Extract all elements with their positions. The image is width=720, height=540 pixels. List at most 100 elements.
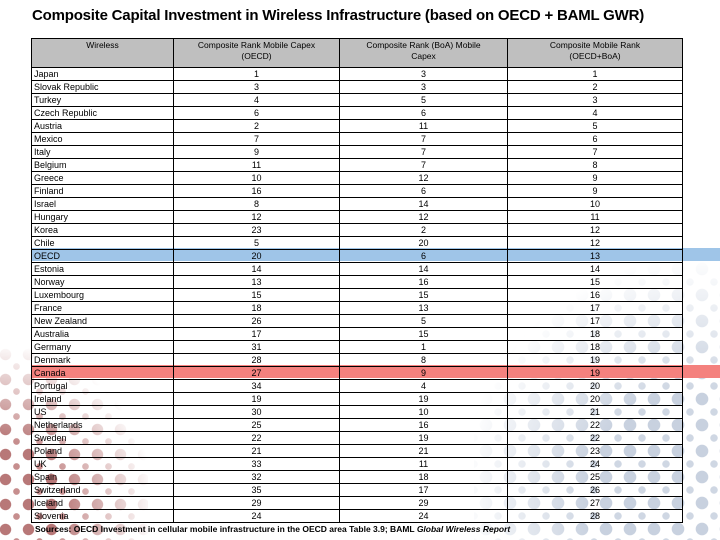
table-header-row: Wireless Composite Rank Mobile Capex (OE…: [32, 39, 682, 67]
rank-cell: 13: [340, 302, 508, 314]
table-row: Iceland 29 29 27: [32, 496, 682, 509]
country-cell: Luxembourg: [32, 289, 174, 301]
country-cell: OECD: [32, 250, 174, 262]
rank-cell: 8: [340, 354, 508, 366]
rank-cell: 5: [592, 121, 598, 131]
rank-cell: 19: [174, 393, 340, 405]
country-cell: Finland: [32, 185, 174, 197]
rank-cell: 5: [340, 315, 508, 327]
rank-cell: 15: [589, 277, 600, 287]
rank-cell: 23: [174, 224, 340, 236]
rank-cell: 6: [340, 250, 508, 262]
rank-cell: 17: [589, 303, 600, 313]
rank-cell: 3: [174, 81, 340, 93]
country-cell: Turkey: [32, 94, 174, 106]
rank-cell: 26: [174, 315, 340, 327]
rank-cell: 30: [174, 406, 340, 418]
rank-cell: 1: [340, 341, 508, 353]
rank-cell: 7: [174, 133, 340, 145]
rank-cell: 12: [340, 211, 508, 223]
country-cell: Slovenia: [32, 510, 174, 522]
country-cell: Portugal: [32, 380, 174, 392]
table-row: Germany 31 1 18: [32, 340, 682, 353]
rank-cell: 6: [340, 185, 508, 197]
table-row: Norway 13 16 15: [32, 275, 682, 288]
table-row: Israel 8 14 10: [32, 197, 682, 210]
column-header-label: Composite Rank (BoA) Mobile Capex: [366, 40, 481, 61]
rank-cell: 31: [174, 341, 340, 353]
table-row: Denmark 28 8 19: [32, 353, 682, 366]
rank-cell: 11: [340, 458, 508, 470]
rank-cell: 18: [174, 302, 340, 314]
rank-cell: 12: [174, 211, 340, 223]
rank-cell: 9: [592, 186, 598, 196]
country-cell: Netherlands: [32, 419, 174, 431]
rank-cell: 16: [340, 419, 508, 431]
rank-cell: 9: [592, 173, 598, 183]
column-header-composite-rank: Composite Mobile Rank (OECD+BoA): [508, 39, 682, 67]
country-cell: Estonia: [32, 263, 174, 275]
rank-cell: 26: [589, 485, 600, 495]
rank-cell: 21: [589, 407, 600, 417]
rank-cell: 15: [340, 328, 508, 340]
table-row: Greece 10 12 9: [32, 171, 682, 184]
table-row: Turkey 4 5 3: [32, 93, 682, 106]
table-row: Belgium 11 7 8: [32, 158, 682, 171]
rank-cell: 32: [174, 471, 340, 483]
ranking-table: Wireless Composite Rank Mobile Capex (OE…: [31, 38, 683, 523]
rank-cell: 14: [589, 264, 600, 274]
rank-cell: 11: [590, 212, 600, 222]
country-cell: Australia: [32, 328, 174, 340]
rank-cell: 8: [592, 160, 598, 170]
rank-cell: 22: [589, 433, 600, 443]
rank-cell: 10: [589, 199, 600, 209]
rank-cell: 27: [589, 498, 600, 508]
table-row: OECD 20 6 13: [32, 249, 682, 262]
table-row: Ireland 19 19 20: [32, 392, 682, 405]
rank-cell: 19: [340, 432, 508, 444]
country-cell: Poland: [32, 445, 174, 457]
rank-cell: 27: [174, 367, 340, 379]
rank-cell: 20: [589, 394, 600, 404]
rank-cell: 10: [174, 172, 340, 184]
rank-cell: 5: [174, 237, 340, 249]
rank-cell: 6: [174, 107, 340, 119]
rank-cell: 20: [340, 237, 508, 249]
rank-cell: 34: [174, 380, 340, 392]
rank-cell: 14: [340, 198, 508, 210]
country-cell: Ireland: [32, 393, 174, 405]
rank-cell: 16: [340, 276, 508, 288]
rank-cell: 18: [340, 471, 508, 483]
rank-cell: 22: [174, 432, 340, 444]
rank-cell: 7: [340, 159, 508, 171]
rank-cell: 28: [174, 354, 340, 366]
rank-cell: 1: [174, 68, 340, 80]
table-row: Hungary 12 12 11: [32, 210, 682, 223]
rank-cell: 2: [340, 224, 508, 236]
rank-cell: 15: [174, 289, 340, 301]
table-row: Sweden 22 19 22: [32, 431, 682, 444]
column-header-label: Composite Mobile Rank (OECD+BoA): [549, 40, 641, 61]
country-cell: US: [32, 406, 174, 418]
rank-cell: 6: [340, 107, 508, 119]
table-row: Netherlands 25 16 22: [32, 418, 682, 431]
rank-cell: 24: [589, 459, 600, 469]
table-row: US 30 10 21: [32, 405, 682, 418]
rank-cell: 29: [174, 497, 340, 509]
rank-cell: 5: [340, 94, 508, 106]
rank-cell: 9: [340, 367, 508, 379]
rank-cell: 13: [589, 251, 600, 261]
rank-cell: 25: [174, 419, 340, 431]
country-cell: Korea: [32, 224, 174, 236]
rank-cell: 2: [592, 82, 598, 92]
rank-cell: 24: [340, 510, 508, 522]
sources-text: Sources: OECD Investment in cellular mob…: [35, 524, 417, 534]
rank-cell: 4: [340, 380, 508, 392]
rank-cell: 22: [589, 420, 600, 430]
rank-cell: 4: [174, 94, 340, 106]
rank-cell: 19: [589, 355, 600, 365]
table-row: Chile 5 20 12: [32, 236, 682, 249]
rank-cell: 18: [589, 342, 600, 352]
rank-cell: 18: [589, 329, 600, 339]
